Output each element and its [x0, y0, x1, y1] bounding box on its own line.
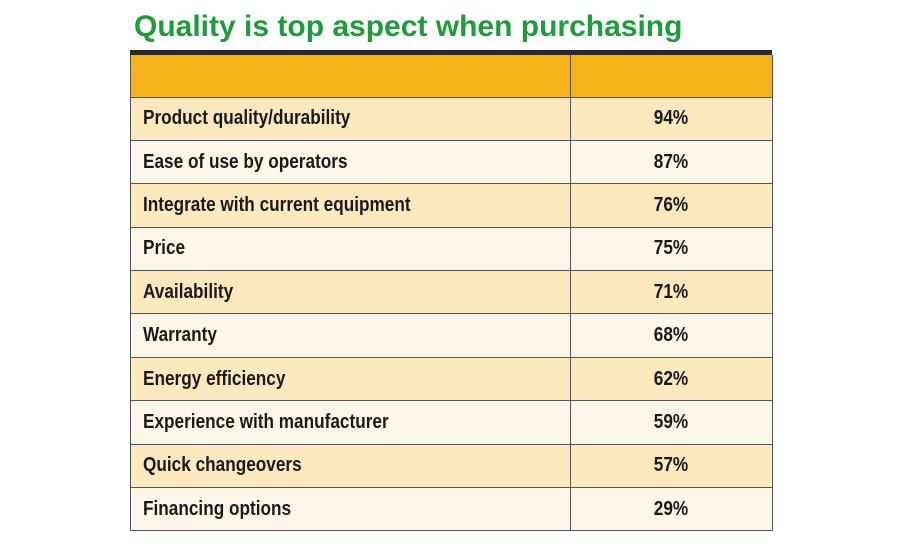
row-value-cell: 94% [570, 96, 773, 141]
row-value-cell: 76% [570, 183, 773, 228]
row-label-cell: Price [130, 226, 571, 272]
row-label: Product quality/durability [143, 107, 351, 130]
row-value-cell: 29% [570, 487, 773, 532]
table-row: Price 75% [130, 226, 773, 272]
row-label-cell: Availability [130, 270, 571, 315]
table-row: Quick changeovers 57% [130, 443, 773, 489]
row-label-cell: Experience with manufacturer [130, 400, 571, 445]
row-label-cell: Integrate with current equipment [130, 183, 571, 228]
row-value-cell: 62% [570, 356, 773, 402]
table-row: Product quality/durability 94% [130, 96, 773, 141]
row-value: 68% [654, 324, 689, 347]
row-value-cell: 71% [570, 270, 773, 315]
row-value-cell: 87% [570, 139, 773, 185]
row-label-cell: Product quality/durability [130, 96, 571, 141]
table-row: Ease of use by operators 87% [130, 139, 773, 185]
header-cell-value [570, 55, 773, 98]
table-row: Financing options 29% [130, 487, 773, 532]
row-value-cell: 68% [570, 313, 773, 358]
row-label: Energy efficiency [143, 367, 286, 390]
row-value: 94% [654, 107, 689, 130]
row-label-cell: Quick changeovers [130, 443, 571, 489]
table-row: Integrate with current equipment 76% [130, 183, 773, 228]
row-value-cell: 59% [570, 400, 773, 445]
table-body: Product quality/durability 94% Ease of use… [130, 96, 773, 532]
table-row: Experience with manufacturer 59% [130, 400, 773, 445]
row-label-cell: Financing options [130, 487, 571, 532]
row-label: Experience with manufacturer [143, 410, 389, 433]
header-row [130, 55, 773, 98]
row-label: Price [143, 237, 186, 260]
row-label-cell: Ease of use by operators [130, 139, 571, 185]
row-value: 71% [654, 280, 689, 303]
row-value-cell: 57% [570, 443, 773, 489]
row-value: 29% [654, 497, 689, 520]
row-value: 57% [654, 454, 689, 477]
table-row: Warranty 68% [130, 313, 773, 358]
row-label-cell: Energy efficiency [130, 356, 571, 402]
row-label: Warranty [143, 324, 217, 347]
data-table-container: Product quality/durability 94% Ease of use… [130, 50, 773, 532]
data-table: Product quality/durability 94% Ease of use… [130, 55, 773, 532]
row-label: Financing options [143, 497, 292, 520]
row-label: Integrate with current equipment [143, 193, 411, 216]
table-row: Energy efficiency 62% [130, 356, 773, 402]
table-row: Availability 71% [130, 270, 773, 315]
row-label: Quick changeovers [143, 454, 302, 477]
row-value: 87% [654, 150, 689, 173]
row-label-cell: Warranty [130, 313, 571, 358]
row-value: 59% [654, 410, 689, 433]
row-value-cell: 75% [570, 226, 773, 272]
row-label: Availability [143, 280, 234, 303]
row-value: 76% [654, 193, 689, 216]
header-cell-label [130, 55, 571, 98]
chart-title: Quality is top aspect when purchasing [134, 10, 683, 43]
row-label: Ease of use by operators [143, 150, 348, 173]
row-value: 62% [654, 367, 689, 390]
row-value: 75% [654, 237, 689, 260]
